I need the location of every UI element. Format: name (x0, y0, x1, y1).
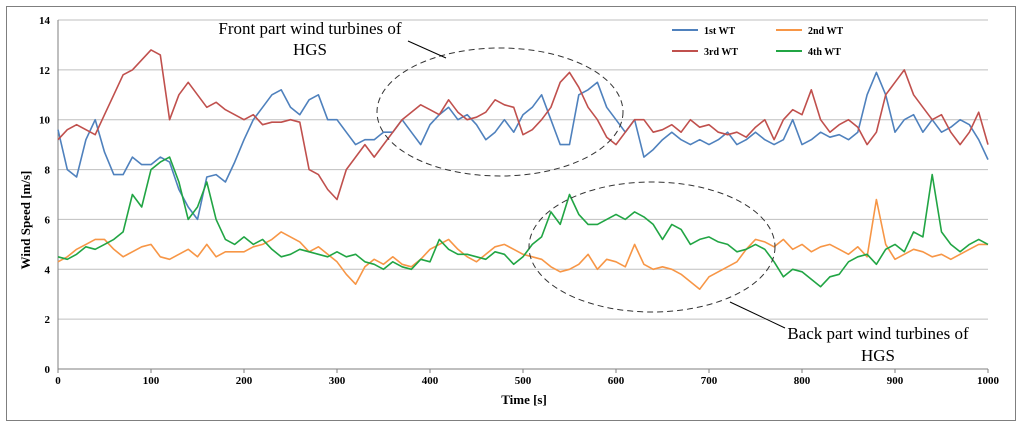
y-tick-label: 2 (45, 314, 51, 326)
annotation-back: Back part wind turbines of HGS (528, 181, 969, 365)
grid-lines (58, 19, 988, 320)
y-tick-label: 12 (39, 65, 51, 77)
annotation-front-line2: HGS (293, 40, 327, 59)
x-tick-label: 0 (55, 375, 61, 387)
x-tick-label: 500 (515, 375, 532, 387)
annotation-back-line1: Back part wind turbines of (787, 324, 969, 343)
x-tick-label: 100 (143, 375, 160, 387)
x-tick-label: 400 (422, 375, 439, 387)
annotation-back-leader (729, 301, 786, 329)
y-tick-label: 6 (45, 214, 51, 226)
y-tick-label: 8 (45, 165, 51, 177)
legend-label-1st-wt: 1st WT (704, 26, 736, 37)
y-tick-label: 14 (39, 15, 51, 27)
legend: 1st WT 2nd WT 3rd WT 4th WT (672, 26, 843, 58)
x-tick-label: 900 (887, 375, 904, 387)
y-tick-label: 4 (45, 264, 51, 276)
series-line-1st-wt (57, 71, 989, 221)
y-tick-label: 0 (45, 364, 51, 376)
y-axis-title: Wind Speed [m/s] (18, 171, 33, 270)
annotation-front: Front part wind turbines of HGS (218, 19, 624, 177)
x-axis-title: Time [s] (501, 392, 547, 407)
series-line-3rd-wt (57, 49, 989, 201)
legend-label-2nd-wt: 2nd WT (808, 26, 843, 37)
legend-label-4th-wt: 4th WT (808, 47, 841, 58)
series-lines (57, 49, 989, 291)
annotation-front-leader (407, 40, 447, 59)
x-tick-label: 800 (794, 375, 811, 387)
y-tick-labels: 0 2 4 6 8 10 12 14 (39, 15, 51, 376)
x-tick-label: 1000 (977, 375, 1000, 387)
annotation-back-ellipse (528, 181, 776, 313)
annotation-front-line1: Front part wind turbines of (218, 19, 402, 38)
annotation-front-ellipse (376, 47, 624, 177)
axes (57, 20, 989, 373)
annotation-back-line2: HGS (861, 346, 895, 365)
legend-label-3rd-wt: 3rd WT (704, 47, 738, 58)
x-tick-label: 600 (608, 375, 625, 387)
y-tick-label: 10 (39, 115, 51, 127)
chart-frame (6, 6, 1016, 421)
x-tick-labels: 0 100 200 300 400 500 600 700 800 900 1000 (55, 375, 999, 387)
x-tick-label: 700 (701, 375, 718, 387)
series-line-2nd-wt (57, 198, 988, 291)
x-tick-label: 200 (236, 375, 253, 387)
series-line-4th-wt (57, 156, 989, 288)
x-tick-label: 300 (329, 375, 346, 387)
